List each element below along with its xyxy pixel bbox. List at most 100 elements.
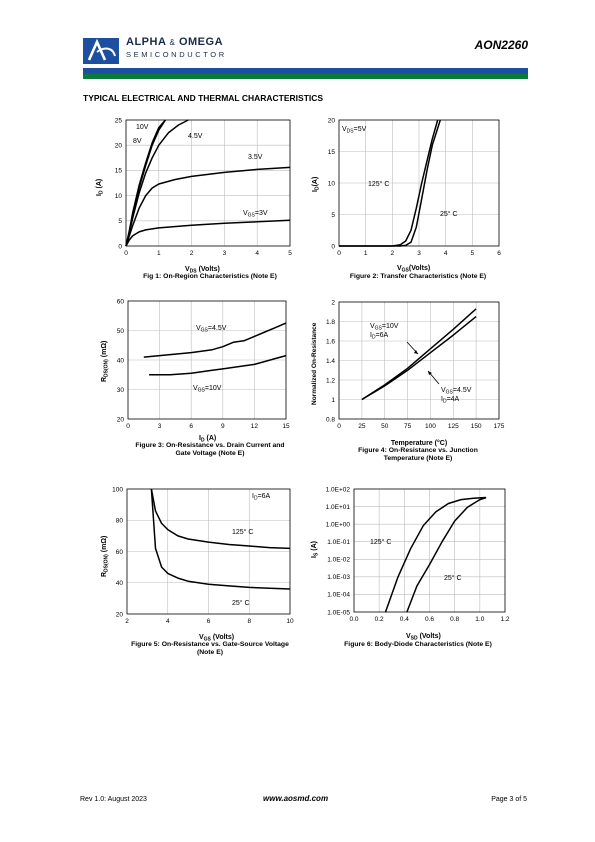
fig4-ytick-label: 2	[331, 299, 335, 306]
fig3-label-v45: VGS=4.5V	[196, 325, 227, 334]
fig5-xtick-label: 4	[166, 618, 170, 625]
fig5-chart: 2 4 6 8 10 20 40 60 80 100 ID=6A 125° C 25° C VGS…	[101, 486, 294, 642]
fig3-xtick-label: 12	[251, 423, 259, 430]
fig6-ytick-label: 1.0E+02	[326, 486, 351, 493]
fig1-xtick-label: 3	[223, 250, 227, 257]
fig3-series-line	[149, 354, 287, 376]
fig5-ytick-label: 20	[116, 611, 124, 618]
fig6-xtick-label: 0.4	[400, 616, 409, 623]
fig1-ytick-label: 5	[118, 218, 122, 225]
fig6-label-125c: 125° C	[370, 538, 391, 546]
fig3-ytick-label: 40	[117, 357, 125, 364]
fig3-ytick-label: 50	[117, 328, 125, 335]
fig6-ytick-label: 1.0E+01	[326, 504, 351, 511]
fig4-ylabel: Normalized On-Resistance	[311, 322, 318, 405]
fig4-ytick-label: 1.2	[326, 377, 335, 384]
fig2-label-125c: 125° C	[368, 180, 389, 188]
fig2-caption: Figure 2: Transfer Characteristics (Note…	[349, 273, 487, 280]
fig6-ytick-label: 1.0E+00	[326, 521, 351, 528]
footer-revision: Rev 1.0: August 2023	[80, 796, 147, 803]
fig5-caption-line1: Figure 5: On-Resistance vs. Gate-Source …	[131, 641, 289, 648]
fig4-label-b1: VGS=4.5V	[441, 387, 472, 396]
fig3-ytick-label: 20	[117, 416, 125, 423]
section-title: TYPICAL ELECTRICAL AND THERMAL CHARACTER…	[83, 93, 324, 103]
fig5-caption-line2: (Note E)	[196, 649, 224, 656]
fig1-label-10v: 10V	[136, 124, 149, 131]
fig4-xtick-label: 150	[471, 423, 482, 430]
fig2-xtick-label: 5	[471, 250, 475, 257]
fig5-label-125c: 125° C	[232, 528, 253, 536]
fig3-chart: 0 3 6 9 12 15 20 30 40 50 60 VGS=4.5V VGS=10V ID (…	[101, 298, 290, 443]
fig3-caption: Figure 3: On-Resistance vs. Drain Curren…	[110, 442, 310, 458]
fig6-chart: 0.0 0.2 0.4 0.6 0.8 1.0 1.2 1.0E-05 1.0E-04 1.0E-…	[311, 486, 510, 641]
fig6-label-25c: 25° C	[444, 574, 462, 582]
fig5-xtick-label: 8	[247, 618, 251, 625]
fig4-xtick-label: 175	[494, 423, 505, 430]
fig3-xtick-label: 9	[221, 423, 225, 430]
fig1-label-45v: 4.5V	[188, 133, 203, 140]
fig1-xlabel: VDS (Volts)	[185, 266, 220, 275]
fig6-xtick-label: 0.0	[349, 616, 358, 623]
fig1-series-line	[125, 119, 189, 247]
fig3-xtick-label: 6	[189, 423, 193, 430]
fig2-xtick-label: 6	[497, 250, 501, 257]
fig5-label-id: ID=6A	[252, 493, 271, 502]
fig4-xtick-label: 75	[404, 423, 412, 430]
fig3-ytick-label: 60	[117, 298, 125, 305]
fig5-xtick-label: 2	[125, 618, 129, 625]
fig5-ytick-label: 40	[116, 580, 124, 587]
fig3-series-line	[143, 322, 287, 358]
fig6-xtick-label: 1.0	[475, 616, 484, 623]
fig1-series-line	[125, 219, 291, 247]
fig2-xtick-label: 4	[444, 250, 448, 257]
footer-url[interactable]: www.aosmd.com	[263, 794, 329, 803]
fig5-series-line	[150, 488, 291, 590]
fig3-xtick-label: 0	[126, 423, 130, 430]
fig3-caption-line2: Gate Voltage (Note E)	[175, 450, 245, 457]
fig1-xtick-label: 4	[255, 250, 259, 257]
fig4-xtick-label: 50	[381, 423, 389, 430]
fig4-ytick-label: 1.4	[326, 358, 335, 365]
fig1-series-line	[125, 166, 291, 247]
fig2-series-line	[339, 119, 442, 247]
fig4-xtick-label: 100	[425, 423, 436, 430]
fig2-label-25c: 25° C	[440, 210, 458, 218]
brand-subtitle: SEMICONDUCTOR	[126, 50, 227, 59]
fig6-ytick-label: 1.0E-04	[327, 592, 350, 599]
fig4-caption: Figure 4: On-Resistance vs. Junction Tem…	[322, 447, 514, 463]
fig6-ylabel: IS (A)	[311, 541, 320, 558]
part-number: AON2260	[474, 38, 528, 52]
fig4-label-b2: ID=4A	[441, 396, 460, 405]
fig1-xtick-label: 5	[288, 250, 292, 257]
fig6-xlabel: VSD (Volts)	[406, 633, 441, 642]
fig1-ytick-label: 0	[118, 243, 122, 250]
fig5-xtick-label: 6	[207, 618, 211, 625]
fig6-caption: Figure 6: Body-Diode Characteristics (No…	[344, 641, 492, 648]
fig2-label-vds: VDS=5V	[342, 126, 367, 135]
fig1-label-vgs3: VGS=3V	[243, 210, 268, 219]
fig4-xlabel: Temperature (°C)	[391, 439, 447, 447]
fig6-ytick-label: 1.0E-03	[327, 574, 350, 581]
fig2-chart: 0 1 2 3 4 5 6 0 5 10 15 20 VDS=5V 125° C 25° C VGS(…	[312, 117, 501, 273]
fig5-ytick-label: 100	[112, 486, 123, 493]
fig2-xtick-label: 1	[364, 250, 368, 257]
fig2-xlabel: VGS(Volts)	[397, 265, 430, 274]
fig3-ylabel: RDS(ON) (mΩ)	[101, 341, 110, 382]
aos-logo-icon	[83, 38, 119, 64]
fig1-xtick-label: 1	[157, 250, 161, 257]
fig2-ytick-label: 5	[331, 212, 335, 219]
fig4-caption-line1: Figure 4: On-Resistance vs. Junction	[358, 447, 478, 454]
fig4-caption-line2: Temperature (Note E)	[383, 455, 453, 462]
fig1-label-35v: 3.5V	[248, 154, 263, 161]
fig6-ytick-label: 1.0E-05	[327, 609, 350, 616]
header-bar-green	[83, 74, 528, 79]
fig6-xtick-label: 1.2	[500, 616, 509, 623]
fig1-xtick-label: 0	[124, 250, 128, 257]
fig2-ytick-label: 0	[331, 243, 335, 250]
fig2-ytick-label: 15	[328, 149, 336, 156]
fig3-caption-line1: Figure 3: On-Resistance vs. Drain Curren…	[135, 442, 285, 449]
fig6-ytick-label: 1.0E-01	[327, 539, 350, 546]
fig5-ylabel: RDS(ON) (mΩ)	[101, 536, 110, 577]
fig2-ytick-label: 20	[328, 117, 336, 124]
